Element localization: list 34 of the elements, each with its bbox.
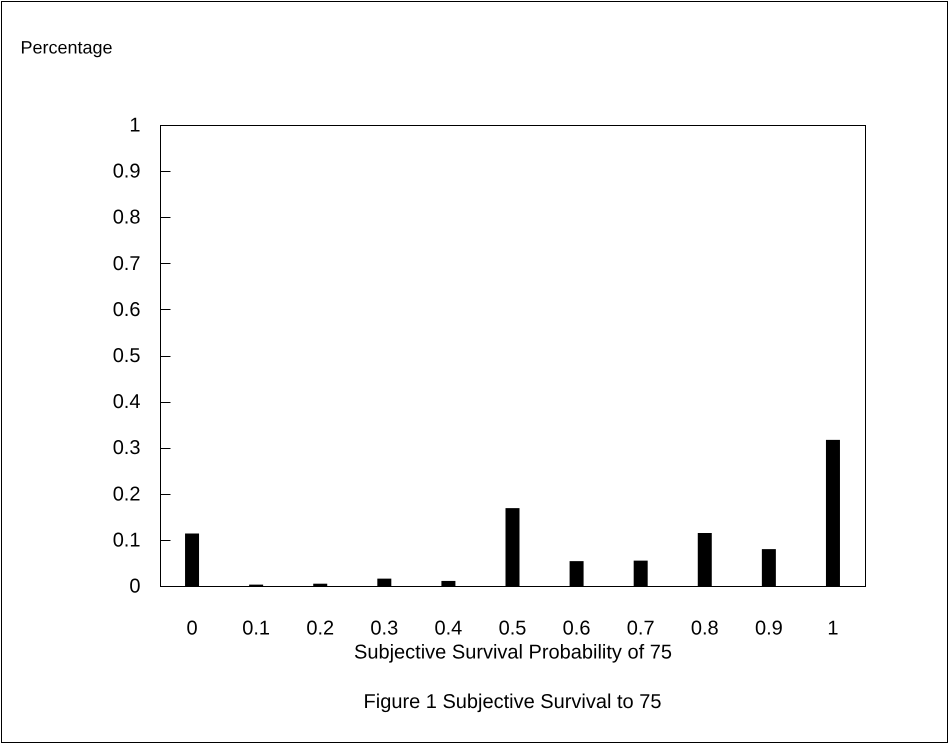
text: Figure 1 Subjective Survival to 75 bbox=[364, 691, 662, 713]
y-tick-label: 1 bbox=[129, 114, 140, 136]
bar bbox=[377, 578, 392, 586]
bar bbox=[441, 580, 456, 586]
y-tick-label: 0.4 bbox=[112, 391, 140, 414]
y-tick-label: 0.5 bbox=[112, 345, 140, 367]
bar bbox=[185, 533, 200, 586]
bar bbox=[698, 532, 712, 586]
bar bbox=[762, 549, 776, 586]
y-tick-label: 0.9 bbox=[112, 160, 140, 183]
y-tick-label: 0.8 bbox=[112, 206, 140, 229]
bar bbox=[634, 560, 648, 586]
y-axis-title: Percentage bbox=[20, 38, 113, 58]
y-tick-label: 0.1 bbox=[112, 529, 140, 552]
x-axis-title: Subjective Survival Probability of 75 bbox=[354, 642, 672, 664]
y-tick-label: 0.7 bbox=[112, 252, 140, 275]
x-tick-label: 0.9 bbox=[754, 618, 783, 640]
x-tick-label: 0.8 bbox=[690, 618, 719, 640]
x-tick-label: 0 bbox=[186, 618, 198, 640]
y-tick-label: 0 bbox=[129, 576, 140, 598]
x-tick-label: 0.1 bbox=[242, 618, 270, 640]
x-tick-label: 0.2 bbox=[306, 618, 334, 640]
y-tick-label: 0.3 bbox=[112, 437, 140, 460]
x-tick-label: 0.3 bbox=[370, 618, 398, 640]
y-tick-label: 0.6 bbox=[112, 298, 140, 321]
x-tick-label: 0.4 bbox=[434, 618, 462, 640]
x-tick-label: 0.6 bbox=[562, 618, 590, 640]
x-tick-label: 1 bbox=[827, 618, 839, 640]
x-tick-label: 0.7 bbox=[626, 618, 655, 640]
y-tick-label: 0.2 bbox=[112, 483, 140, 506]
bar bbox=[826, 440, 840, 586]
x-tick-label: 0.5 bbox=[498, 618, 526, 640]
bar bbox=[506, 508, 520, 586]
bar bbox=[570, 561, 584, 586]
